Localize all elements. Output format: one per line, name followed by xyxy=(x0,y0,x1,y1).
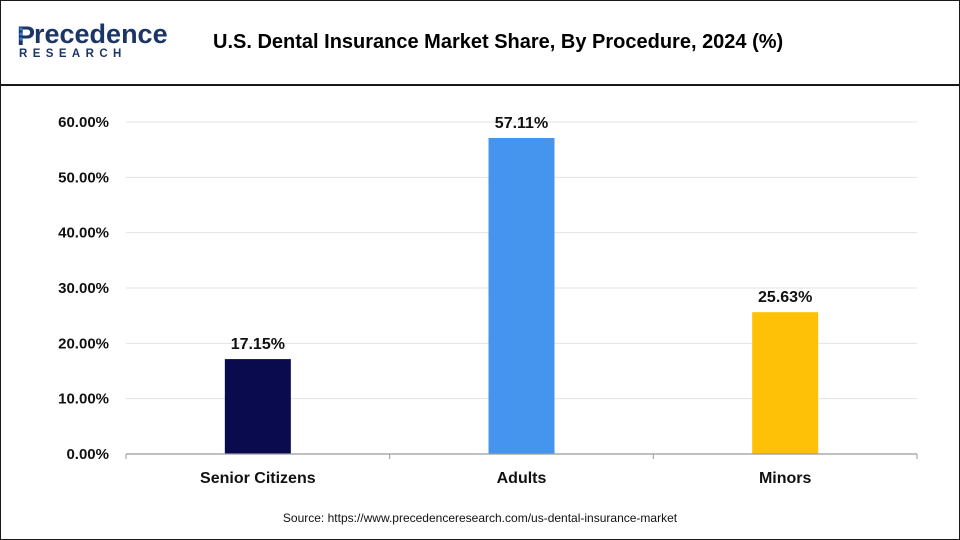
category-label: Senior Citizens xyxy=(200,470,316,487)
y-tick-label: 40.00% xyxy=(58,225,109,242)
bar xyxy=(488,137,555,454)
source-note: Source: https://www.precedenceresearch.c… xyxy=(282,511,678,525)
category-labels: Senior Citizens Adults Minors xyxy=(200,470,811,487)
x-axis xyxy=(125,453,918,459)
y-axis-ticks: 0.00% 10.00% 20.00% 30.00% 40.00% 50.00% 60.00… xyxy=(58,114,109,463)
chart-title: U.S. Dental Insurance Market Share, By P… xyxy=(213,31,784,53)
y-tick-label: 10.00% xyxy=(58,391,109,408)
data-label: 57.11% xyxy=(495,115,548,132)
header: P recedence RESEARCH U.S. Dental Insuran… xyxy=(1,1,959,86)
data-label: 17.15% xyxy=(231,336,285,353)
precedence-research-logo: P recedence RESEARCH xyxy=(17,19,168,67)
data-labels: 17.15% 57.11% 25.63% xyxy=(231,115,813,353)
logo-subtitle: RESEARCH xyxy=(19,48,127,60)
y-tick-label: 50.00% xyxy=(58,169,109,186)
y-tick-label: 0.00% xyxy=(66,446,109,463)
data-label: 25.63% xyxy=(758,289,812,306)
bars xyxy=(224,137,819,454)
bar-chart: 0.00% 10.00% 20.00% 30.00% 40.00% 50.00% 60.00… xyxy=(58,114,918,487)
category-label: Adults xyxy=(497,470,547,487)
y-tick-label: 30.00% xyxy=(58,280,109,297)
logo-wordmark: recedence xyxy=(34,19,168,49)
y-tick-label: 20.00% xyxy=(58,335,109,352)
logo-dots-icon xyxy=(19,27,23,41)
bar xyxy=(752,312,819,454)
bar xyxy=(224,359,291,454)
category-label: Minors xyxy=(759,470,812,487)
y-tick-label: 60.00% xyxy=(58,114,109,131)
